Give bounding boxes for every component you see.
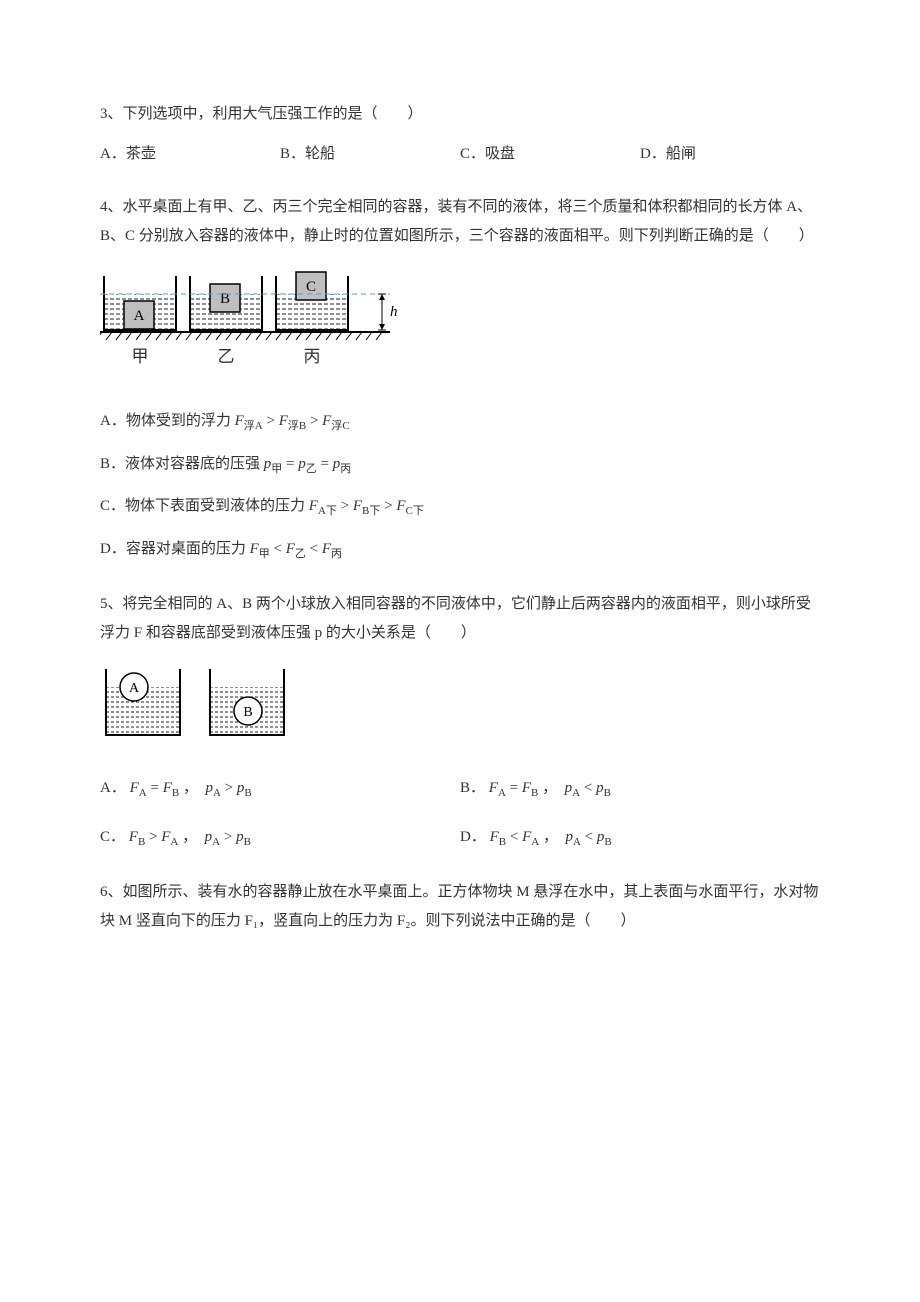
question-4-options: A．物体受到的浮力 F浮A > F浮B > F浮C B．液体对容器底的压强 p甲… — [100, 410, 820, 562]
opt-c-formula: FA下 > FB下 > FC下 — [309, 498, 424, 514]
opt-d-formula: FB < FA ， pA < pB — [490, 829, 612, 845]
option-c: C．物体下表面受到液体的压力 FA下 > FB下 > FC下 — [100, 495, 820, 520]
option-a: A． FA = FB ， pA > pB — [100, 777, 460, 802]
opt-b-formula: p甲 = p乙 = p丙 — [264, 456, 351, 472]
option-a: A．物体受到的浮力 F浮A > F浮B > F浮C — [100, 410, 820, 435]
question-5-options: A． FA = FB ， pA > pB B． FA = FB ， pA < p… — [100, 777, 820, 850]
option-b: B．液体对容器底的压强 p甲 = p乙 = p丙 — [100, 453, 820, 478]
option-d: D．容器对桌面的压力 F甲 < F乙 < F丙 — [100, 538, 820, 563]
opt-a-formula: F浮A > F浮B > F浮C — [235, 413, 350, 429]
opt-b-pre: B．液体对容器底的压强 — [100, 456, 260, 472]
svg-text:乙: 乙 — [218, 347, 235, 366]
option-b: B．轮船 — [280, 143, 460, 166]
opt-a-pre: A．物体受到的浮力 — [100, 413, 231, 429]
question-6-text: 6、如图所示、装有水的容器静止放在水平桌面上。正方体物块 M 悬浮在水中，其上表… — [100, 878, 820, 935]
svg-text:A: A — [134, 308, 145, 324]
svg-text:甲: 甲 — [132, 347, 149, 366]
question-5: 5、将完全相同的 A、B 两个小球放入相同容器的不同液体中，它们静止后两容器内的… — [100, 590, 820, 850]
option-d: D．船闸 — [640, 143, 820, 166]
svg-text:A: A — [129, 681, 140, 696]
opt-b-label: B． — [460, 780, 485, 796]
option-b: B． FA = FB ， pA < pB — [460, 777, 820, 802]
question-5-figure: A B — [100, 663, 820, 753]
option-a: A．茶壶 — [100, 143, 280, 166]
question-6: 6、如图所示、装有水的容器静止放在水平桌面上。正方体物块 M 悬浮在水中，其上表… — [100, 878, 820, 935]
svg-text:B: B — [243, 705, 252, 720]
opt-d-formula: F甲 < F乙 < F丙 — [250, 541, 342, 557]
opt-a-formula: FA = FB ， pA > pB — [130, 780, 252, 796]
opt-c-pre: C．物体下表面受到液体的压力 — [100, 498, 305, 514]
option-c: C．吸盘 — [460, 143, 640, 166]
option-c: C． FB > FA ， pA > pB — [100, 826, 460, 851]
question-4-figure: A B C — [100, 268, 820, 386]
opt-c-formula: FB > FA ， pA > pB — [129, 829, 251, 845]
opt-a-label: A． — [100, 780, 126, 796]
question-3-text: 3、下列选项中，利用大气压强工作的是（ ） — [100, 100, 820, 129]
question-5-text: 5、将完全相同的 A、B 两个小球放入相同容器的不同液体中，它们静止后两容器内的… — [100, 590, 820, 647]
opt-d-pre: D．容器对桌面的压力 — [100, 541, 246, 557]
svg-text:C: C — [306, 279, 316, 295]
svg-text:B: B — [220, 291, 230, 307]
opt-b-formula: FA = FB ， pA < pB — [489, 780, 611, 796]
question-4: 4、水平桌面上有甲、乙、丙三个完全相同的容器，装有不同的液体，将三个质量和体积都… — [100, 193, 820, 562]
question-4-text: 4、水平桌面上有甲、乙、丙三个完全相同的容器，装有不同的液体，将三个质量和体积都… — [100, 193, 820, 250]
question-3: 3、下列选项中，利用大气压强工作的是（ ） A．茶壶 B．轮船 C．吸盘 D．船… — [100, 100, 820, 165]
opt-c-label: C． — [100, 829, 125, 845]
svg-text:h: h — [390, 304, 398, 320]
svg-text:丙: 丙 — [304, 347, 321, 366]
opt-d-label: D． — [460, 829, 486, 845]
question-3-options: A．茶壶 B．轮船 C．吸盘 D．船闸 — [100, 143, 820, 166]
option-d: D． FB < FA ， pA < pB — [460, 826, 820, 851]
